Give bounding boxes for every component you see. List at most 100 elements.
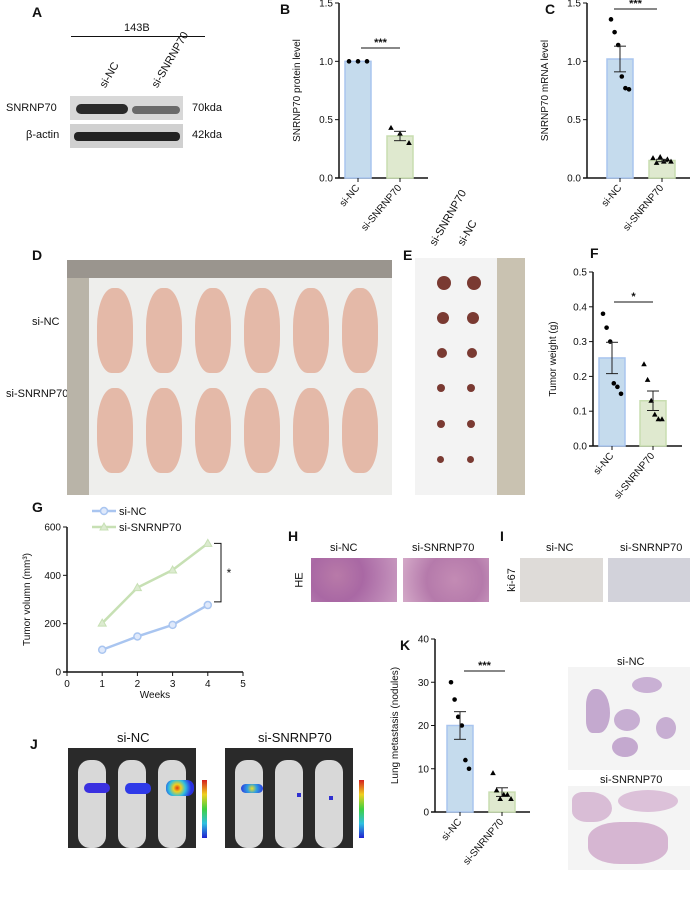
cell-line-label: 143B — [124, 22, 150, 34]
mouse — [195, 388, 231, 473]
y-axis-label: SNRNP70 mRNA level — [540, 40, 551, 141]
mouse — [293, 288, 329, 373]
he-stain-label: HE — [293, 572, 306, 588]
significance-label: *** — [629, 0, 643, 10]
tumor — [437, 276, 451, 290]
ivis-colorbar-si-snrnp70 — [359, 780, 364, 838]
column-label-si-nc: si-NC — [455, 218, 480, 248]
y-tick-label: 0.0 — [319, 174, 333, 185]
bar-si-nc — [598, 357, 626, 447]
data-point — [203, 600, 213, 610]
ki67-column-si-snrnp70: si-SNRNP70 — [620, 542, 683, 554]
data-point — [132, 582, 143, 592]
y-tick-label: 1.5 — [319, 0, 333, 10]
data-point — [466, 766, 472, 772]
data-point — [648, 397, 654, 403]
y-tick-label: 0.0 — [573, 442, 587, 453]
lung-image-si-nc — [568, 667, 690, 770]
data-point — [97, 645, 107, 655]
panel-label-k: K — [400, 637, 410, 653]
cell-line-bar — [71, 36, 205, 37]
mouse — [244, 288, 280, 373]
y-axis-label: SNRNP70 protein level — [292, 39, 303, 142]
blot-size-42: 42kda — [192, 129, 222, 141]
tumor — [437, 420, 445, 428]
bar-si-snrnp70 — [639, 400, 667, 447]
ki67-image-si-snrnp70 — [608, 558, 690, 602]
mouse — [97, 288, 133, 373]
x-tick-label: 3 — [170, 679, 176, 690]
legend-label: si-SNRNP70 — [119, 522, 181, 534]
bar-si-snrnp70 — [386, 135, 414, 179]
y-tick-label: 0.0 — [567, 174, 581, 185]
data-point — [612, 29, 617, 35]
x-tick-label: si-NC — [338, 183, 362, 209]
x-tick-label: 4 — [205, 679, 211, 690]
lane-label-si-nc: si-NC — [97, 60, 122, 90]
y-tick-label: 0 — [423, 808, 429, 819]
legend-label: si-NC — [119, 506, 147, 518]
data-point — [133, 632, 142, 641]
tumor — [437, 384, 445, 392]
x-tick-label: 5 — [240, 679, 246, 690]
series-line-si-snrnp70 — [101, 542, 209, 625]
data-point — [388, 124, 394, 130]
data-point — [168, 620, 177, 630]
ivis-group-si-nc: si-NC — [117, 730, 150, 745]
he-image-si-snrnp70 — [403, 558, 489, 602]
y-tick-label: 0 — [55, 668, 61, 679]
data-point — [202, 538, 213, 547]
data-point — [501, 791, 507, 797]
lung-image-si-snrnp70 — [568, 786, 690, 870]
data-point — [650, 155, 656, 161]
data-point — [346, 59, 352, 64]
x-tick-label: 0 — [64, 679, 70, 690]
data-point — [600, 311, 606, 317]
ivis-group-si-snrnp70: si-SNRNP70 — [258, 730, 332, 745]
data-point — [618, 391, 624, 397]
y-tick-label: 1.0 — [319, 57, 333, 68]
data-point — [459, 723, 465, 728]
tumor-photo — [415, 258, 525, 495]
data-point — [167, 565, 178, 574]
blot-size-70: 70kda — [192, 102, 222, 114]
data-point — [463, 757, 468, 763]
mice-photo — [67, 260, 392, 495]
panel-label-e: E — [403, 247, 413, 263]
ivis-image-si-nc — [68, 748, 196, 848]
western-blot-actin — [70, 124, 183, 148]
data-point — [406, 140, 412, 145]
panel-label-a: A — [32, 4, 43, 20]
panel-label-i: I — [500, 528, 504, 544]
mouse — [195, 288, 231, 373]
panel-label-b: B — [280, 1, 290, 17]
he-column-si-nc: si-NC — [330, 542, 358, 554]
bar-si-nc — [446, 724, 474, 813]
y-axis-label: Lung metastasis (nodules) — [390, 667, 401, 784]
tumor — [467, 420, 475, 428]
data-point — [355, 59, 361, 64]
panel-label-g: G — [32, 499, 43, 515]
data-point — [604, 325, 609, 330]
y-tick-label: 0.3 — [573, 337, 587, 348]
data-point — [611, 381, 617, 386]
y-tick-label: 600 — [44, 523, 61, 534]
he-column-si-snrnp70: si-SNRNP70 — [412, 542, 475, 554]
bar-si-snrnp70 — [488, 791, 516, 813]
data-point — [661, 158, 667, 164]
series-line-si-nc — [101, 603, 209, 651]
ki67-image-si-nc — [520, 558, 603, 602]
significance-bracket — [214, 542, 222, 603]
mouse — [146, 288, 182, 373]
y-tick-label: 0.5 — [567, 115, 581, 126]
mouse — [146, 388, 182, 473]
ivis-image-si-snrnp70 — [225, 748, 353, 848]
legend-marker — [99, 521, 109, 531]
lung-group-si-nc: si-NC — [617, 656, 645, 668]
bar-si-nc — [606, 58, 634, 179]
row-label-si-nc: si-NC — [32, 316, 60, 328]
ki67-column-si-nc: si-NC — [546, 542, 574, 554]
bar-si-nc — [344, 60, 372, 179]
panel-label-d: D — [32, 247, 43, 263]
